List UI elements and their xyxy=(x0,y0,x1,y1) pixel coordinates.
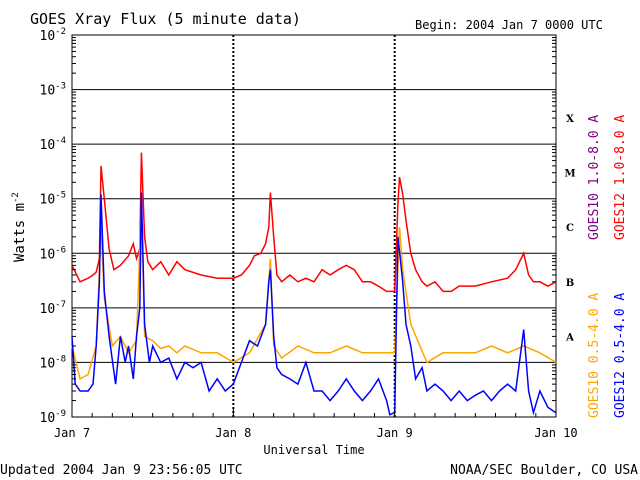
y-tick-exponent: -8 xyxy=(55,354,66,364)
y-tick-base: 10 xyxy=(40,411,56,426)
y-tick-exponent: -4 xyxy=(55,136,66,146)
y-tick-label: 10-5 xyxy=(40,191,67,208)
y-tick-label: 10-3 xyxy=(40,82,67,99)
y-tick-base: 10 xyxy=(40,247,56,262)
y-tick-base: 10 xyxy=(40,302,56,317)
y-tick-base: 10 xyxy=(40,138,56,153)
flare-class-label: C xyxy=(566,223,574,234)
series-layer xyxy=(71,152,557,416)
grid-layer xyxy=(72,35,556,417)
y-axis-label-exponent: -2 xyxy=(11,192,21,203)
flare-class-label: A xyxy=(565,332,574,343)
legend-goes10-long: GOES10 1.0-8.0 A xyxy=(587,115,602,240)
y-tick-exponent: -2 xyxy=(55,27,66,37)
y-tick-base: 10 xyxy=(40,84,56,99)
series-line xyxy=(71,152,557,293)
y-tick-exponent: -3 xyxy=(55,82,66,92)
flare-class-label: X xyxy=(566,114,574,125)
flare-class-layer: X M C B A xyxy=(564,114,575,343)
x-tick-label: Jan 8 xyxy=(215,426,251,440)
y-tick-base: 10 xyxy=(40,193,56,208)
y-tick-exponent: -5 xyxy=(55,191,66,201)
legend-goes12-short: GOES12 0.5-4.0 A xyxy=(613,293,628,418)
y-tick-exponent: -9 xyxy=(55,409,66,419)
series-line xyxy=(71,192,557,416)
x-tick-layer: Jan 7 Jan 8 Jan 9 Jan 10 xyxy=(54,409,578,440)
y-axis-label-main: Watts m xyxy=(12,203,28,262)
y-tick-label: 10-6 xyxy=(40,245,67,262)
chart-title: GOES Xray Flux (5 minute data) xyxy=(30,10,301,28)
y-tick-label: 10-2 xyxy=(40,27,67,44)
x-axis-label: Universal Time xyxy=(263,443,364,457)
y-axis-label: Watts m-2 xyxy=(11,192,28,262)
legend-goes10-short: GOES10 0.5-4.0 A xyxy=(587,293,602,418)
y-tick-base: 10 xyxy=(40,29,56,44)
x-tick-label: Jan 10 xyxy=(534,426,577,440)
x-tick-label: Jan 9 xyxy=(377,426,413,440)
y-tick-exponent: -7 xyxy=(55,300,66,310)
footer-updated: Updated 2004 Jan 9 23:56:05 UTC xyxy=(0,463,243,478)
y-tick-label: 10-4 xyxy=(40,136,67,153)
y-tick-base: 10 xyxy=(40,356,56,371)
flare-class-label: B xyxy=(566,278,574,289)
x-tick-label: Jan 7 xyxy=(54,426,90,440)
y-tick-label: 10-8 xyxy=(40,354,67,371)
y-tick-exponent: -6 xyxy=(55,245,66,255)
begin-label: Begin: 2004 Jan 7 0000 UTC xyxy=(415,18,603,32)
legend-goes12-long: GOES12 1.0-8.0 A xyxy=(613,115,628,240)
footer-credit: NOAA/SEC Boulder, CO USA xyxy=(450,463,638,478)
flare-class-label: M xyxy=(564,169,575,180)
y-tick-label: 10-7 xyxy=(40,300,67,317)
y-tick-label: 10-9 xyxy=(40,409,67,426)
y-tick-layer: 10-210-310-410-510-610-710-810-9 xyxy=(40,27,556,426)
